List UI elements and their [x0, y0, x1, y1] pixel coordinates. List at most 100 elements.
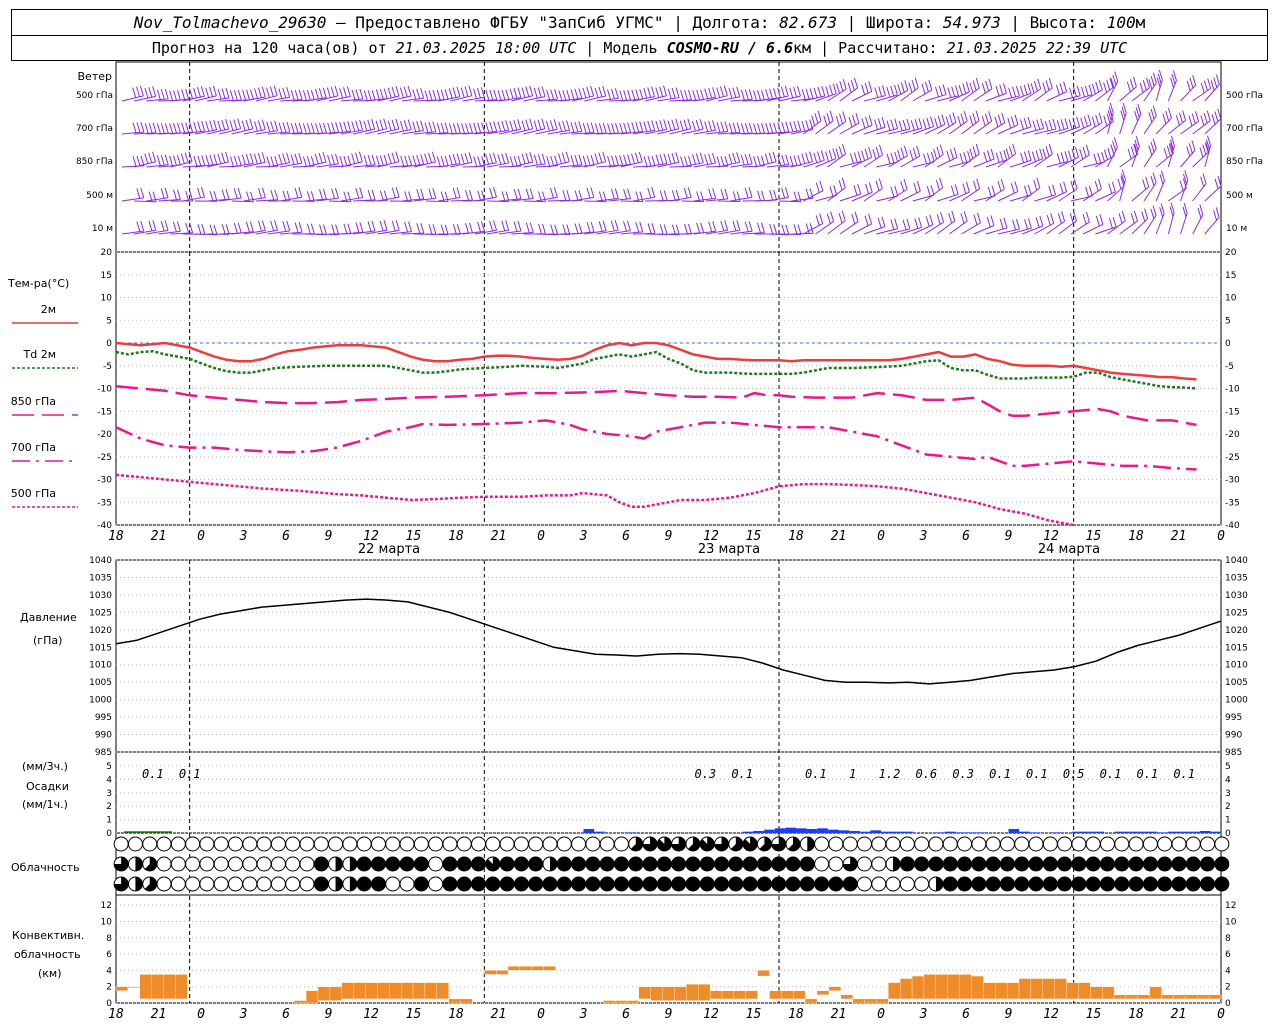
wind-barb-flag	[294, 122, 299, 134]
wind-barb-flag	[282, 87, 287, 99]
wind-barb-flag	[432, 121, 437, 132]
wind-barb-flag	[965, 181, 970, 193]
wind-barb-flag	[379, 190, 384, 201]
model-name: COSMO-RU / 6.6	[666, 39, 794, 57]
wind-barb	[645, 153, 668, 168]
wind-barb-flag	[184, 152, 189, 163]
wind-barb-flag	[164, 187, 169, 198]
wind-barb	[608, 154, 631, 168]
wind-barb-flag	[233, 223, 238, 234]
wind-barb-flag	[452, 224, 457, 235]
wind-barb-flag	[627, 154, 631, 165]
wind-barb-shaft	[632, 232, 656, 235]
wind-barb-flag	[1168, 143, 1173, 154]
wind-barb-flag	[744, 123, 749, 134]
wind-barb	[462, 190, 486, 202]
conv-bar	[698, 984, 711, 1001]
cloud-fill	[528, 857, 543, 871]
wind-barb-shaft	[328, 200, 351, 203]
wind-barb	[827, 78, 847, 102]
wind-barb-flag	[687, 187, 692, 198]
wind-barb-flag	[545, 120, 550, 132]
wind-barb	[1167, 135, 1175, 168]
wind-barb-flag	[578, 190, 583, 201]
conv-bar	[603, 1000, 616, 1004]
wind-barb-flag	[298, 89, 303, 100]
wind-barb	[474, 220, 498, 235]
wind-barb-flag	[148, 152, 153, 163]
wind-barb-flag	[635, 222, 640, 233]
wind-barb	[219, 187, 242, 202]
wind-barb-shaft	[693, 162, 716, 168]
wind-barb-flag	[720, 189, 725, 200]
cloud-fill	[957, 857, 972, 871]
wind-barb	[985, 112, 1006, 135]
wind-barb	[657, 224, 680, 236]
cloud-circle	[1200, 836, 1216, 852]
wind-barb-flag	[1203, 80, 1208, 91]
wind-barb-shaft	[486, 129, 509, 135]
wind-barb-flag	[501, 153, 506, 164]
wind-barb-flag	[826, 113, 831, 124]
wind-barb-flag	[1152, 172, 1157, 183]
wind-barb-flag	[225, 224, 230, 235]
precip-bar	[838, 830, 850, 833]
wind-barb	[267, 152, 291, 168]
wind-barb-shaft	[778, 95, 801, 102]
precip-bar	[891, 831, 903, 833]
wind-barb	[389, 85, 412, 102]
wind-barb-shaft	[876, 228, 898, 235]
cloud-fill	[957, 877, 972, 891]
wind-barb-flag	[233, 90, 238, 101]
wind-barb	[389, 119, 412, 135]
wind-barb	[121, 121, 145, 135]
cloud-circle	[842, 836, 858, 852]
wind-barb-flag	[833, 185, 838, 196]
wind-barb-flag	[505, 120, 510, 131]
wind-barb-shaft	[888, 89, 909, 102]
wind-barb-flag	[1056, 153, 1061, 164]
wind-barb	[949, 81, 970, 102]
wind-barb	[280, 152, 303, 168]
wind-barb-flag	[1148, 79, 1153, 90]
wind-barb-flag	[549, 187, 554, 199]
wind-barb-flag	[849, 153, 854, 164]
cloud-fill	[771, 857, 786, 871]
wind-barb-flag	[1109, 77, 1114, 88]
wind-barb-flag	[164, 123, 169, 134]
wind-barb-flag	[1032, 120, 1037, 131]
wind-barb-shaft	[645, 95, 667, 102]
wind-barb-flag	[935, 180, 940, 191]
precip-bar	[827, 829, 839, 833]
wind-barb	[207, 118, 230, 135]
x-tick-label: 12	[703, 1007, 719, 1022]
wind-barb-flag	[249, 221, 254, 232]
conv-bar	[1102, 986, 1115, 1000]
wind-barb	[864, 117, 886, 135]
wind-level-label-right: 10 м	[1226, 224, 1247, 234]
wind-barb-flag	[1200, 176, 1205, 187]
wind-barb-flag	[1027, 150, 1032, 161]
wind-barb-flag	[651, 120, 656, 131]
wind-barb-flag	[286, 220, 291, 232]
wind-barb	[888, 118, 911, 135]
wind-barb-flag	[403, 86, 408, 98]
wind-barb	[121, 187, 145, 202]
wind-barb-flag	[614, 220, 619, 231]
wind-barb-flag	[480, 87, 485, 98]
x-tick-label: 6	[282, 1007, 290, 1022]
wind-barb-flag	[793, 224, 798, 235]
wind-barb-flag	[1007, 117, 1012, 129]
cloud-circle	[256, 836, 272, 852]
wind-barb	[1070, 114, 1092, 135]
wind-barb-shaft	[121, 165, 144, 168]
wind-barb-flag	[868, 115, 873, 126]
wind-barb-flag	[736, 86, 741, 97]
cloud-title: Облачность	[11, 861, 80, 874]
cloud-fill	[757, 857, 772, 871]
wind-barb-flag	[972, 113, 977, 124]
wind-barb-flag	[868, 81, 873, 92]
wind-barb-flag	[797, 224, 802, 235]
wind-barb-flag	[359, 88, 364, 100]
wind-barb	[693, 87, 717, 102]
